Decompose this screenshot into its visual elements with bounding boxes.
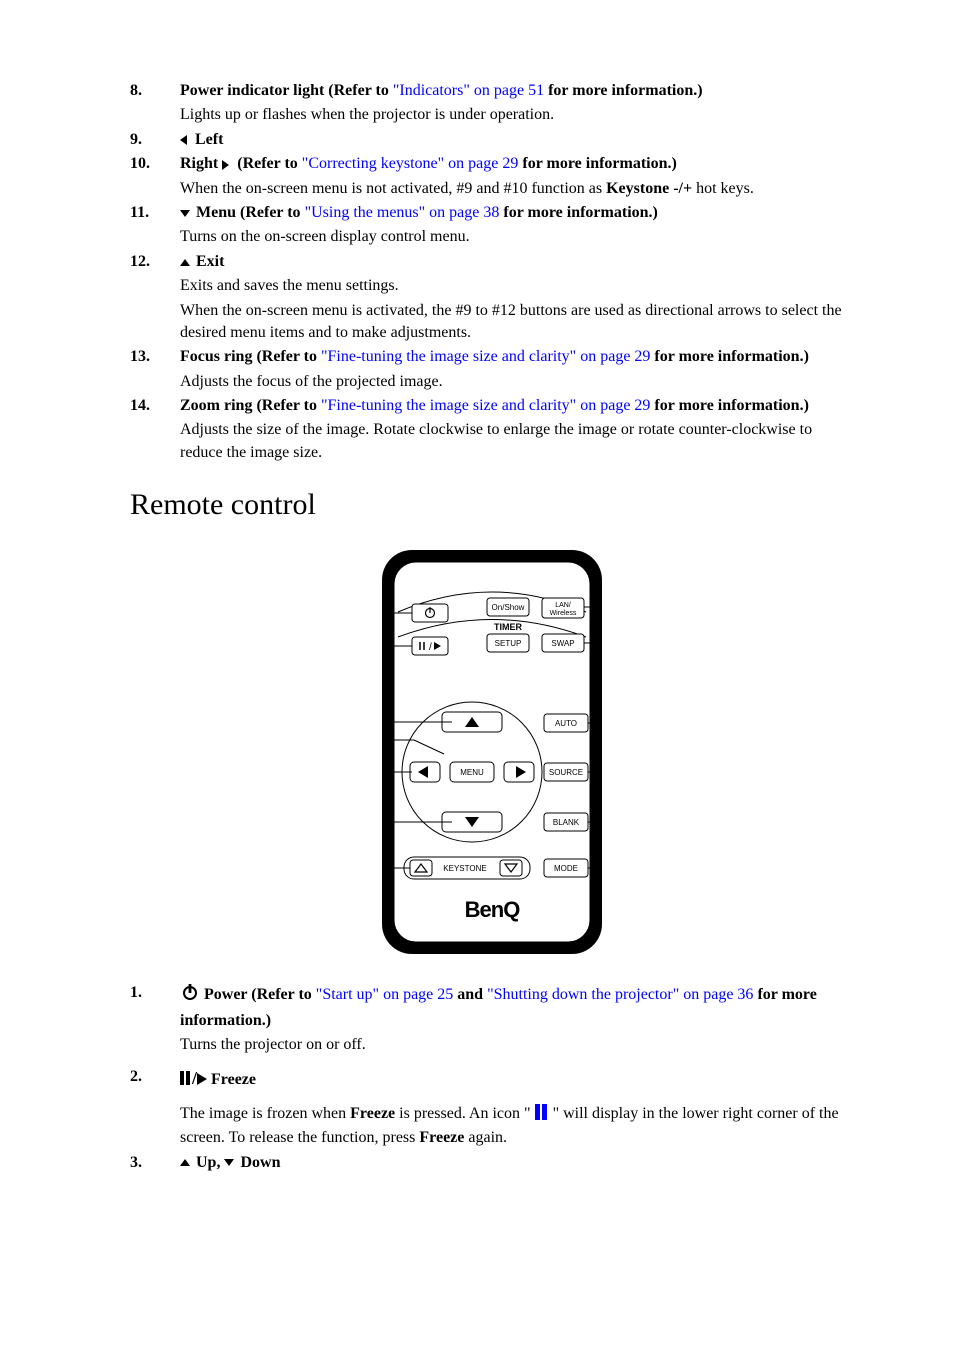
item-num: 3. <box>130 1152 180 1174</box>
label-mid: (Refer to <box>233 155 302 172</box>
label-pre: Right <box>180 155 222 172</box>
power-icon <box>180 982 200 1009</box>
label: Exit <box>192 253 224 270</box>
item-10: 10. Right (Refer to "Correcting keystone… <box>130 153 854 200</box>
item-num: 8. <box>130 80 180 127</box>
item-b3: 3. Up, Down <box>130 1152 854 1174</box>
item-14: 14. Zoom ring (Refer to "Fine-tuning the… <box>130 395 854 464</box>
desc: Lights up or flashes when the projector … <box>180 104 854 126</box>
mid: and <box>453 986 487 1003</box>
d-b2: Freeze <box>419 1129 464 1146</box>
item-body: Zoom ring (Refer to "Fine-tuning the ima… <box>180 395 854 464</box>
item-body: Power indicator light (Refer to "Indicat… <box>180 80 854 127</box>
label-pre: Focus ring (Refer to <box>180 348 321 365</box>
desc-bold: Keystone -/+ <box>606 180 692 197</box>
brand-logo: BenQ <box>465 897 521 922</box>
item-body: Exit Exits and saves the menu settings. … <box>180 251 854 345</box>
item-13: 13. Focus ring (Refer to "Fine-tuning th… <box>130 346 854 393</box>
item-num: 1. <box>130 982 180 1056</box>
item-num: 2. <box>130 1066 180 1092</box>
item-num: 10. <box>130 153 180 200</box>
arrow-down-icon <box>224 1159 234 1166</box>
item-8: 8. Power indicator light (Refer to "Indi… <box>130 80 854 127</box>
label-post: for more information.) <box>650 397 808 414</box>
remote-svg: On/Show LAN/ Wireless TIMER / SETUP SWAP… <box>332 542 652 962</box>
arrow-up-icon <box>180 1159 190 1166</box>
item-b1: 1. Power (Refer to "Start up" on page 25… <box>130 982 854 1056</box>
svg-text:LAN/: LAN/ <box>555 602 571 609</box>
desc: Adjusts the focus of the projected image… <box>180 371 854 393</box>
link-finetune-2[interactable]: "Fine-tuning the image size and clarity"… <box>321 397 650 414</box>
label-post: for more information.) <box>499 204 657 221</box>
item-num: 11. <box>130 202 180 249</box>
item-9: 9. Left <box>130 129 854 151</box>
d-b1: Freeze <box>350 1105 395 1122</box>
link-shutdown[interactable]: "Shutting down the projector" on page 36 <box>487 986 753 1003</box>
link-finetune-1[interactable]: "Fine-tuning the image size and clarity"… <box>321 348 650 365</box>
link-indicators[interactable]: "Indicators" on page 51 <box>393 82 544 99</box>
item-body: Menu (Refer to "Using the menus" on page… <box>180 202 854 249</box>
btn-onshow: On/Show <box>492 603 525 612</box>
desc: When the on-screen menu is not activated… <box>180 178 854 200</box>
label: Freeze <box>207 1071 256 1088</box>
svg-text:Wireless: Wireless <box>550 610 577 617</box>
desc: Turns on the on-screen display control m… <box>180 226 854 248</box>
link-startup[interactable]: "Start up" on page 25 <box>316 986 453 1003</box>
label-post: for more information.) <box>544 82 702 99</box>
label-up: Up, <box>192 1154 224 1171</box>
link-keystone[interactable]: "Correcting keystone" on page 29 <box>302 155 519 172</box>
svg-text:/: / <box>429 642 432 653</box>
arrow-up-icon <box>180 259 190 266</box>
label-pre: Zoom ring (Refer to <box>180 397 321 414</box>
btn-setup: SETUP <box>495 639 522 648</box>
arrow-right-icon <box>222 160 229 170</box>
desc-post: hot keys. <box>692 180 754 197</box>
item-body: / Freeze <box>180 1066 854 1092</box>
item-body: Left <box>180 129 854 151</box>
item-num: 13. <box>130 346 180 393</box>
item-b2: 2. / Freeze <box>130 1066 854 1092</box>
btn-auto: AUTO <box>555 719 577 728</box>
label-timer: TIMER <box>494 622 522 632</box>
item-body: Right (Refer to "Correcting keystone" on… <box>180 153 854 200</box>
heading-remote-control: Remote control <box>130 484 854 526</box>
desc-pre: When the on-screen menu is not activated… <box>180 180 606 197</box>
pause-icon <box>180 1070 192 1092</box>
item-body: Power (Refer to "Start up" on page 25 an… <box>180 982 854 1056</box>
label-pre: Power indicator light (Refer to <box>180 82 393 99</box>
desc: Turns the projector on or off. <box>180 1034 854 1056</box>
link-menus[interactable]: "Using the menus" on page 38 <box>305 204 500 221</box>
item-num: 14. <box>130 395 180 464</box>
remote-diagram: On/Show LAN/ Wireless TIMER / SETUP SWAP… <box>130 542 854 962</box>
label: Left <box>191 131 223 148</box>
btn-keystone: KEYSTONE <box>443 864 486 873</box>
label-post: for more information.) <box>518 155 676 172</box>
desc: Exits and saves the menu settings. <box>180 275 854 297</box>
play-icon <box>197 1073 207 1085</box>
item-body: Up, Down <box>180 1152 854 1174</box>
arrow-left-icon <box>180 135 187 145</box>
item-11: 11. Menu (Refer to "Using the menus" on … <box>130 202 854 249</box>
item-body: Focus ring (Refer to "Fine-tuning the im… <box>180 346 854 393</box>
item-b2-desc: The image is frozen when Freeze is press… <box>180 1103 854 1150</box>
item-num: 12. <box>130 251 180 345</box>
d-mid1: is pressed. An icon " <box>395 1105 534 1122</box>
label-pre: Menu (Refer to <box>192 204 305 221</box>
btn-menu: MENU <box>460 768 484 777</box>
label-down: Down <box>236 1154 280 1171</box>
d-pre: The image is frozen when <box>180 1105 350 1122</box>
btn-mode: MODE <box>554 864 578 873</box>
label-pre: Power (Refer to <box>200 986 316 1003</box>
btn-source: SOURCE <box>549 768 583 777</box>
desc: Adjusts the size of the image. Rotate cl… <box>180 419 854 464</box>
btn-swap: SWAP <box>551 639 574 648</box>
item-num: 9. <box>130 129 180 151</box>
desc2: When the on-screen menu is activated, th… <box>180 300 854 345</box>
btn-blank: BLANK <box>553 818 580 827</box>
d-post: again. <box>464 1129 507 1146</box>
arrow-down-icon <box>180 210 190 217</box>
label-post: for more information.) <box>650 348 808 365</box>
item-12: 12. Exit Exits and saves the menu settin… <box>130 251 854 345</box>
pause-blue-icon <box>535 1104 549 1127</box>
